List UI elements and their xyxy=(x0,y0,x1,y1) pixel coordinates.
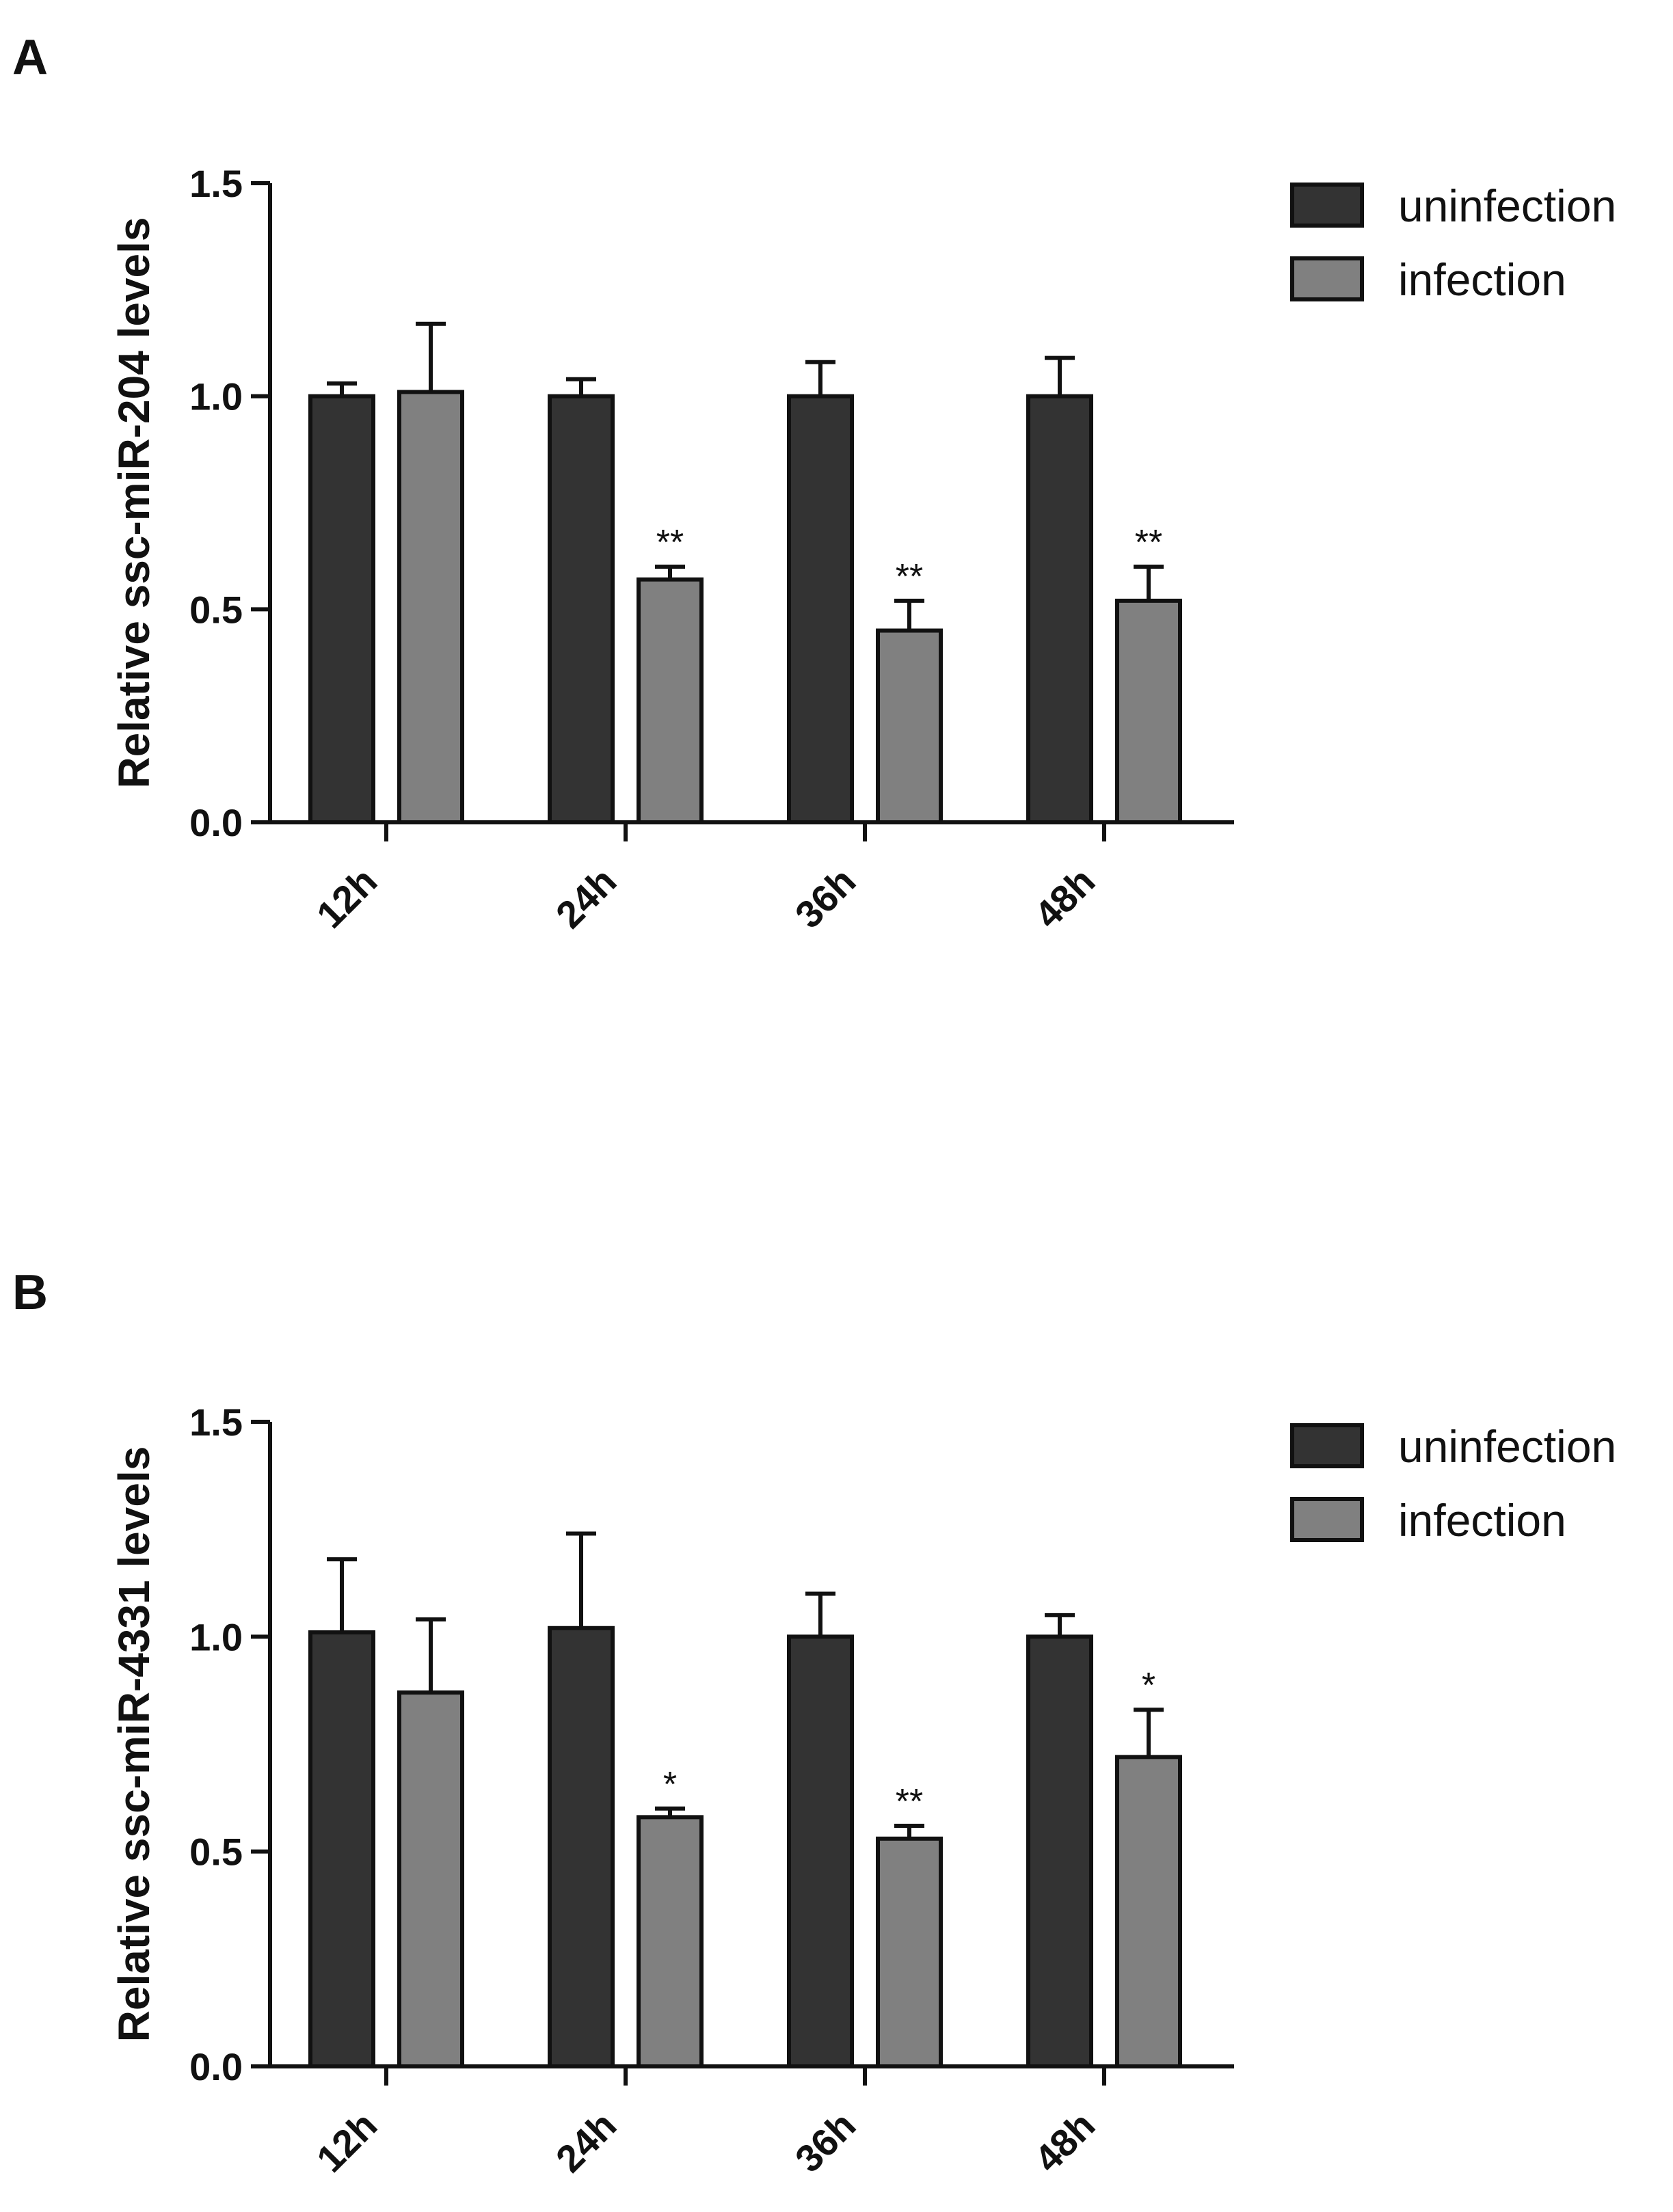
legend-swatch-uninfection xyxy=(1290,183,1364,228)
x-tick-label-24h: 24h xyxy=(548,859,625,936)
x-tick-label-12h: 12h xyxy=(308,2103,386,2181)
bar-infection-36h xyxy=(876,1836,943,2068)
legend-label-uninfection: uninfection xyxy=(1398,180,1616,231)
bar-infection-24h xyxy=(637,577,704,824)
x-tick-label-36h: 36h xyxy=(787,859,864,936)
y-tick-label: 0.0 xyxy=(189,801,243,844)
y-tick-label: 1.0 xyxy=(189,375,243,418)
bar-uninfection-48h xyxy=(1026,394,1093,824)
legend-swatch-infection xyxy=(1290,256,1364,301)
significance-label: ** xyxy=(896,1782,923,1822)
y-tick-label: 1.0 xyxy=(189,1615,243,1658)
y-tick-label: 1.5 xyxy=(189,1401,243,1444)
bar-uninfection-12h xyxy=(308,394,375,824)
chart-panel-b: B 0.0 0.5 1.0 1.5 Relative ssc-miR-4331 level… xyxy=(12,1265,1616,2181)
bar-uninfection-12h xyxy=(308,1630,375,2068)
y-axis-label: Relative ssc-miR-4331 levels xyxy=(109,1446,159,2042)
bar-infection-36h xyxy=(876,628,943,824)
legend-swatch-uninfection xyxy=(1290,1423,1364,1468)
y-tick-label: 1.5 xyxy=(189,162,243,205)
bar-uninfection-48h xyxy=(1026,1634,1093,2068)
bar-infection-12h xyxy=(397,390,464,824)
x-tick-label-48h: 48h xyxy=(1026,2103,1103,2181)
significance-label: * xyxy=(1142,1666,1155,1705)
significance-label: * xyxy=(663,1765,677,1805)
x-tick-label-12h: 12h xyxy=(308,859,386,936)
bar-uninfection-36h xyxy=(787,394,854,824)
bar-uninfection-36h xyxy=(787,1634,854,2068)
bar-uninfection-24h xyxy=(548,1626,615,2068)
significance-label: ** xyxy=(656,523,684,563)
y-tick-label: 0.0 xyxy=(189,2045,243,2088)
significance-label: ** xyxy=(896,557,923,597)
y-axis-label: Relative ssc-miR-204 levels xyxy=(109,217,159,788)
y-tick-label: 0.5 xyxy=(189,1831,243,1874)
bar-infection-12h xyxy=(397,1690,464,2069)
bar-infection-24h xyxy=(637,1815,704,2068)
legend-label-infection: infection xyxy=(1398,254,1566,305)
x-tick-label-24h: 24h xyxy=(548,2103,625,2181)
panel-letter: A xyxy=(12,30,48,85)
bar-infection-48h xyxy=(1115,1755,1182,2069)
bar-infection-48h xyxy=(1115,598,1182,824)
bar-uninfection-24h xyxy=(548,394,615,824)
panel-letter: B xyxy=(12,1265,48,1320)
significance-label: ** xyxy=(1135,523,1162,563)
y-tick-label: 0.5 xyxy=(189,588,243,631)
chart-panel-a: A 0.0 0.5 1.0 1.5 Relative ssc-miR-204 levels… xyxy=(12,30,1616,936)
x-tick-label-48h: 48h xyxy=(1026,859,1103,936)
legend-swatch-infection xyxy=(1290,1497,1364,1542)
x-tick-label-36h: 36h xyxy=(787,2103,864,2181)
legend-label-uninfection: uninfection xyxy=(1398,1421,1616,1472)
legend-label-infection: infection xyxy=(1398,1495,1566,1546)
